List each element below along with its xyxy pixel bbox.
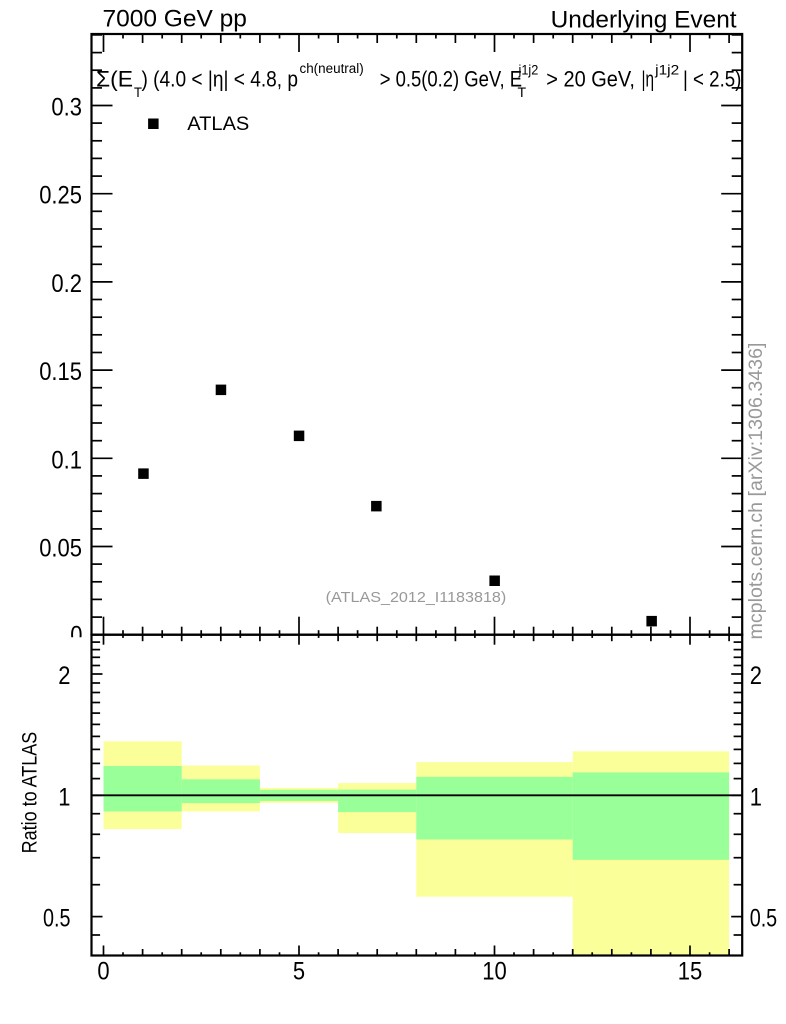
svg-text:0.5: 0.5 <box>750 905 778 933</box>
svg-text:(ATLAS_2012_I1183818): (ATLAS_2012_I1183818) <box>326 589 507 606</box>
svg-text:|η: |η <box>642 67 655 92</box>
svg-text:> 0.5(0.2) GeV, E: > 0.5(0.2) GeV, E <box>380 67 522 92</box>
svg-text:Σ(E: Σ(E <box>96 67 133 92</box>
svg-text:> 20 GeV,: > 20 GeV, <box>546 67 635 92</box>
svg-text:| < 2.5): | < 2.5) <box>683 67 741 92</box>
svg-text:0.05: 0.05 <box>39 535 82 563</box>
svg-text:0: 0 <box>97 958 109 986</box>
svg-text:10: 10 <box>482 958 507 986</box>
svg-text:) (4.0 < |η| < 4.8, p: ) (4.0 < |η| < 4.8, p <box>142 67 299 92</box>
svg-text:Underlying Event: Underlying Event <box>551 7 737 34</box>
svg-text:0.15: 0.15 <box>39 358 82 386</box>
svg-text:ATLAS: ATLAS <box>187 113 249 135</box>
svg-text:1: 1 <box>58 783 70 811</box>
svg-text:mcplots.cern.ch [arXiv:1306.34: mcplots.cern.ch [arXiv:1306.3436] <box>746 342 767 639</box>
svg-text:T: T <box>134 84 142 100</box>
svg-text:0.3: 0.3 <box>51 94 82 122</box>
svg-text:j1j2: j1j2 <box>518 63 539 78</box>
svg-text:2: 2 <box>750 662 762 690</box>
svg-text:7000 GeV pp: 7000 GeV pp <box>103 6 247 33</box>
svg-text:Ratio to ATLAS: Ratio to ATLAS <box>19 732 42 854</box>
svg-text:j1j2: j1j2 <box>654 63 679 78</box>
svg-text:2: 2 <box>58 662 70 690</box>
svg-text:T: T <box>518 84 527 100</box>
svg-text:0.25: 0.25 <box>39 182 82 210</box>
svg-text:15: 15 <box>678 958 703 986</box>
svg-text:1: 1 <box>750 783 762 811</box>
svg-text:0: 0 <box>70 622 82 650</box>
svg-text:0.5: 0.5 <box>43 905 71 933</box>
svg-text:5: 5 <box>293 958 305 986</box>
svg-text:ch(neutral): ch(neutral) <box>300 61 364 76</box>
svg-text:0.1: 0.1 <box>51 446 82 474</box>
svg-text:0.2: 0.2 <box>51 270 82 298</box>
